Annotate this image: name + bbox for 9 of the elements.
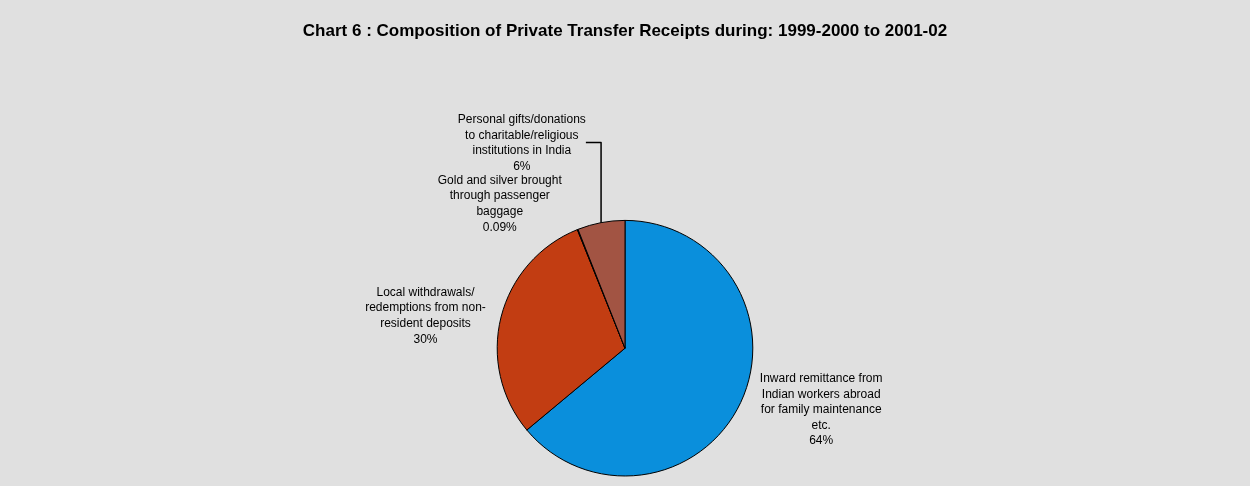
- data-label: 64%: [809, 433, 834, 448]
- slice-label: Gold and silver brought through passenger baggage: [437, 172, 563, 219]
- data-label: 0.09%: [482, 219, 518, 234]
- data-label: 6%: [513, 158, 531, 173]
- slice-label: Inward remittance from Indian workers abroad for family maintenance etc.: [759, 371, 883, 432]
- slice-label: Personal gifts/donations to charitable/religious institutions in India: [457, 112, 586, 158]
- slice-label: Local withdrawals/ redemptions from non-resident deposits: [365, 284, 486, 330]
- data-label: 30%: [413, 331, 438, 346]
- chart-title: Chart 6 : Composition of Private Transfer Receipts during: 1999-2000 to 2001-02: [302, 21, 948, 41]
